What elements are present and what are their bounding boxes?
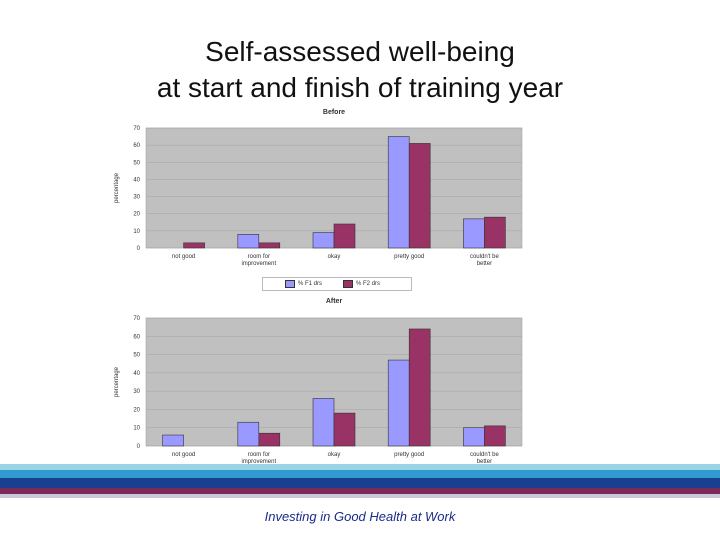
chart-1-bar-s2-2 [258, 242, 281, 249]
chart-2-ytick-3: 30 [133, 389, 140, 395]
chart-2-category-label-4-1: pretty good [394, 452, 424, 458]
chart-1-ytick-5: 50 [133, 160, 140, 166]
chart-2-ytick-4: 40 [133, 371, 140, 377]
chart-2-category-label-1-1: not good [172, 452, 195, 458]
chart-2-category-label-3-1: okay [328, 452, 341, 458]
slide-title-line-1: Self-assessed well-being [205, 36, 515, 67]
charts-canvas: Before 0 10 20 30 40 50 60 70 percentage not good r… [114, 109, 523, 465]
chart-2-bar-s2-5 [484, 425, 506, 447]
chart-2-category-label-5-1: couldn't be [470, 452, 499, 458]
legend-label-f1: % F1 drs [298, 281, 323, 287]
chart-1-ytick-2: 20 [133, 212, 140, 218]
legend-swatch-f1 [285, 280, 295, 288]
chart-2-ytick-1: 10 [133, 426, 140, 432]
chart-2-bar-s2-3 [333, 412, 356, 447]
footer-tagline: Investing in Good Health at Work [264, 509, 456, 524]
chart-1-category-label-2-2: improvement [241, 261, 276, 267]
chart-1-bar-s1-2 [237, 233, 260, 249]
chart-2-ylabel: percentage [114, 366, 120, 397]
slide-title-line-2: at start and finish of training year [156, 72, 564, 103]
chart-2-ytick-0: 0 [137, 444, 141, 450]
chart-1-bar-s2-5 [484, 216, 506, 249]
chart-1-ytick-6: 60 [133, 143, 140, 149]
footer-color-bands [0, 464, 720, 498]
chart-1-title: Before [323, 109, 345, 116]
chart-2-bar-s1-5 [463, 427, 485, 447]
legend-item-f1: % F1 drs [285, 280, 322, 288]
chart-1-bar-s1-3 [312, 232, 335, 249]
chart-2-bar-s2-2 [258, 432, 281, 447]
slide-title: Self-assessed well-being at start and fi… [0, 34, 720, 106]
chart-1-category-label-5-1: couldn't be [470, 254, 499, 260]
chart-2-ytick-6: 60 [133, 334, 140, 340]
chart-1-bar-s1-4 [387, 136, 410, 249]
chart-1-bar-s2-3 [333, 223, 356, 249]
chart-2-bar-s1-2 [237, 421, 260, 447]
chart-1-ytick-4: 40 [133, 177, 140, 183]
chart-2-ytick-2: 20 [133, 407, 140, 413]
chart-2-bar-s2-4 [408, 328, 431, 447]
chart-1-category-label-4-1: pretty good [394, 254, 424, 260]
chart-1-ytick-7: 70 [133, 126, 140, 132]
legend-item-f2: % F2 drs [343, 280, 380, 288]
chart-1-ytick-0: 0 [137, 246, 141, 252]
chart-2-bar-s1-4 [387, 359, 410, 447]
chart-1-category-label-3-1: okay [328, 254, 341, 260]
footer-band-5 [0, 494, 720, 498]
footer-band-4 [0, 488, 720, 494]
footer-band-1 [0, 464, 720, 470]
footer-band-2 [0, 470, 720, 478]
chart-2-category-label-5-2: better [477, 459, 492, 465]
footer-band-3 [0, 478, 720, 488]
chart-1-category-label-2-1: room for [248, 254, 270, 260]
chart-1-ytick-3: 30 [133, 195, 140, 201]
chart-1-category-label-5-2: better [477, 261, 492, 267]
chart-2-title: After [326, 298, 343, 305]
legend-swatch-f2 [343, 280, 353, 288]
chart-2-ytick-7: 70 [133, 316, 140, 322]
chart-2-category-label-2-1: room for [248, 452, 270, 458]
chart-2-bar-s1-1 [162, 434, 184, 447]
chart-1-category-label-1-1: not good [172, 254, 195, 260]
chart-1-bar-s2-4 [408, 143, 431, 249]
legend-label-f2: % F2 drs [356, 281, 381, 287]
chart-legend: % F1 drs % F2 drs [262, 277, 412, 291]
chart-1-bar-s2-1 [183, 242, 205, 249]
chart-2-category-label-2-2: improvement [241, 459, 276, 465]
chart-1-bar-s1-5 [463, 218, 485, 249]
chart-1-ylabel: percentage [114, 172, 120, 203]
chart-2-bar-s1-3 [312, 398, 335, 447]
chart-2-ytick-5: 50 [133, 353, 140, 359]
chart-1-ytick-1: 10 [133, 229, 140, 235]
